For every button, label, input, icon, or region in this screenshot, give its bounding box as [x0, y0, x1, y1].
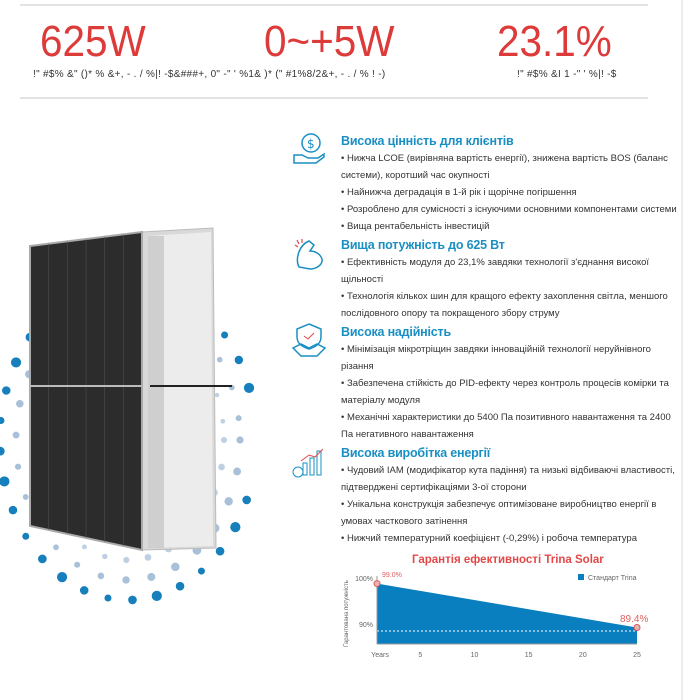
decor-dot: [97, 572, 105, 580]
decor-dot: [234, 355, 244, 365]
x-tick-label: 25: [633, 652, 641, 659]
decor-dot: [8, 505, 18, 515]
feature-section: $ Висока цінність для клієнтів • Нижча LCO…: [291, 133, 683, 235]
stat-caption-efficiency: !" #$% &I 1 -" ' %|! -$: [517, 69, 617, 80]
decor-dot: [53, 544, 59, 551]
decor-dot: [79, 586, 89, 595]
decor-dot: [215, 546, 225, 556]
decor-dot: [216, 356, 223, 363]
decor-dot: [2, 386, 11, 395]
bullet-item: • Нижчий температурний коефіцієнт (-0,29…: [341, 533, 637, 544]
section-title: Висока надійність: [341, 325, 451, 339]
decor-dot: [16, 399, 24, 408]
feature-section: Висока надійність • Мінімізація мікротріщ…: [291, 322, 683, 443]
decor-dot: [243, 382, 255, 394]
legend-label: Стандарт Trina: [588, 575, 637, 582]
bullet-item: • Нижча LCOE (вирівняна вартість енергії…: [341, 153, 668, 181]
shield-handshake-icon: [291, 322, 327, 358]
decor-dot: [128, 595, 137, 605]
warranty-chart: 99.0% 89.4% 100% 90% Years 5 10 15 20 25 Гарантова…: [344, 572, 648, 659]
decor-dot: [74, 561, 81, 568]
x-tick-label: 10: [471, 652, 479, 659]
bullet-item: • Мінімізація мікротріщин завдяки іннова…: [341, 344, 651, 372]
features-column: $ Висока цінність для клієнтів • Нижча LCO…: [291, 133, 683, 666]
bullet-item: • Найнижча деградація в 1-й рік і щорічн…: [341, 187, 577, 198]
decor-dot: [81, 544, 87, 550]
decor-dot: [218, 463, 225, 471]
decor-dot: [235, 415, 242, 422]
x-tick-label: 5: [418, 652, 422, 659]
decor-dot: [144, 553, 152, 561]
hand-dollar-icon: $: [291, 131, 327, 167]
feature-section: Вища потужність до 625 Вт • Ефективність …: [291, 237, 683, 322]
stats-divider: [20, 97, 648, 99]
decor-dot: [214, 392, 220, 398]
data-point: [373, 580, 381, 588]
stat-caption-power: !" #$% &" ()* % &+, - . / %|! -$&###+, 0…: [33, 69, 386, 80]
decor-dot: [220, 418, 226, 424]
decor-dot: [175, 581, 185, 591]
y-tick-label: 90%: [359, 622, 373, 629]
decor-dot: [22, 532, 30, 540]
decor-dot: [0, 416, 5, 425]
decor-dot: [56, 572, 68, 583]
flexed-arm-icon: [291, 235, 327, 271]
section-title: Вища потужність до 625 Вт: [341, 238, 505, 252]
decor-dot: [14, 463, 22, 470]
bar-growth-icon: [291, 443, 327, 479]
decor-dot: [230, 522, 241, 533]
decor-dot: [147, 572, 156, 581]
bullet-item: • Технологія кількох шин для кращого ефе…: [341, 291, 668, 319]
solar-panel-image: [29, 227, 232, 552]
chart-title: Гарантія ефективності Trina Solar: [412, 554, 604, 566]
decor-dot: [151, 590, 162, 601]
warranty-chart-block: 99.0% 89.4% 100% 90% Years 5 10 15 20 25 Гарантова…: [330, 551, 680, 666]
bullet-item: • Ефективність модуля до 23,1% завдяки т…: [341, 257, 650, 285]
section-title: Висока цінність для клієнтів: [341, 134, 514, 148]
top-divider: [20, 4, 648, 6]
decor-dot: [104, 594, 112, 602]
decor-dot: [38, 554, 47, 564]
x-tick-label: 20: [579, 652, 587, 659]
decor-dot: [22, 494, 29, 500]
decor-dot: [123, 556, 130, 564]
feature-section: Висока виробітка енергії • Чудовий IAM (м…: [291, 445, 683, 547]
decor-dot: [171, 562, 180, 572]
stat-efficiency: 23.1%: [497, 17, 612, 66]
data-point: [633, 624, 641, 632]
decor-dot: [242, 495, 251, 505]
decor-dot: [221, 331, 229, 339]
x-tick-label: 15: [525, 652, 533, 659]
decor-dot: [236, 436, 244, 444]
bullet-item: • Чудовий IAM (модифікатор кута падіння)…: [341, 465, 675, 493]
decor-dot: [0, 476, 10, 487]
y-axis-label: Гарантована потужність: [344, 580, 350, 647]
bullet-item: • Механічні характеристики до 5400 Па по…: [341, 412, 671, 440]
x-tick-label: Years: [371, 652, 389, 659]
decor-dot: [102, 553, 108, 560]
series-area: [377, 583, 637, 644]
decor-dot: [197, 567, 205, 575]
y-tick-label: 100%: [355, 576, 373, 583]
decor-dot: [221, 437, 227, 443]
bullet-item: • Забезпечена стійкість до PID-ефекту че…: [341, 378, 669, 406]
decor-dot: [10, 357, 22, 368]
decor-dot: [122, 576, 130, 584]
bullet-item: • Унікальна конструкція забезпечує оптим…: [341, 499, 657, 527]
stat-power: 625W: [40, 17, 146, 66]
decor-dot: [12, 431, 20, 439]
annotation-end: 89.4%: [620, 614, 648, 625]
annotation-start: 99.0%: [382, 572, 402, 579]
decor-dot: [224, 497, 233, 506]
bullet-item: • Розроблено для сумісності з існуючими …: [341, 204, 677, 215]
svg-text:$: $: [307, 137, 315, 151]
decor-dot: [233, 467, 242, 476]
bullet-item: • Вища рентабельність інвестицій: [341, 221, 490, 232]
decor-dot: [0, 446, 5, 456]
stat-tolerance: 0~+5W: [264, 17, 395, 66]
legend-swatch: [578, 574, 584, 580]
page-edge: [681, 0, 683, 700]
section-title: Висока виробітка енергії: [341, 446, 491, 460]
